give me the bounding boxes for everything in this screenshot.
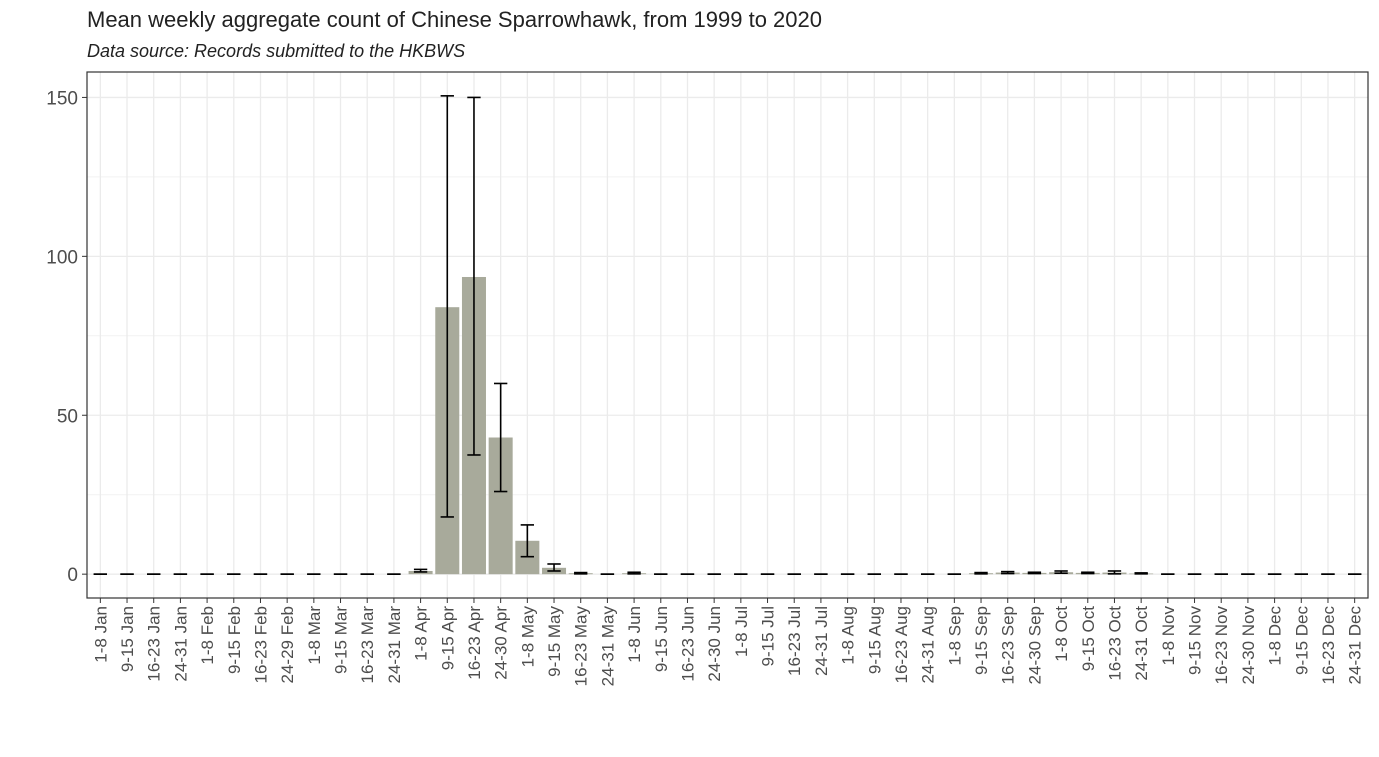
y-tick-label: 150 (46, 88, 78, 109)
x-tick-label: 9-15 Nov (1186, 606, 1205, 675)
x-tick-label: 24-30 Sep (1025, 606, 1044, 684)
y-tick-label: 0 (67, 565, 78, 586)
error-bar (493, 382, 508, 493)
x-tick-label: 9-15 Apr (438, 606, 457, 671)
x-tick-label: 24-29 Feb (278, 606, 297, 684)
x-tick-label: 24-31 Aug (919, 606, 938, 684)
error-bar (627, 571, 641, 575)
y-tick-label: 100 (46, 247, 78, 268)
x-tick-label: 24-31 Jan (171, 606, 190, 682)
error-bar (574, 571, 588, 575)
x-tick-label: 16-23 May (572, 606, 591, 687)
chart-subtitle: Data source: Records submitted to the HK… (87, 41, 465, 61)
x-tick-label: 16-23 Feb (251, 606, 270, 684)
x-tick-label: 1-8 Sep (945, 606, 964, 666)
x-tick-label: 16-23 Nov (1212, 606, 1231, 685)
x-tick-label: 9-15 Jul (759, 606, 778, 666)
error-bar (1054, 570, 1068, 575)
x-tick-label: 24-31 May (598, 606, 617, 687)
x-tick-label: 24-31 Mar (385, 606, 404, 684)
x-tick-label: 9-15 Aug (865, 606, 884, 674)
x-tick-label: 1-8 Jan (91, 606, 110, 663)
x-tick-label: 1-8 Oct (1052, 606, 1071, 662)
x-tick-label: 9-15 Oct (1079, 606, 1098, 671)
x-tick-label: 1-8 May (518, 606, 537, 668)
error-bar (1001, 570, 1015, 575)
x-tick-label: 9-15 Mar (332, 606, 351, 674)
error-bar (413, 568, 428, 573)
x-tick-label: 9-15 Jun (652, 606, 671, 672)
error-bar (467, 96, 481, 456)
x-tick-label: 9-15 Jan (118, 606, 137, 672)
x-tick-label: 1-8 Dec (1266, 606, 1285, 666)
x-tick-label: 24-30 Apr (492, 606, 511, 680)
x-tick-label: 1-8 Jul (732, 606, 751, 657)
x-tick-label: 16-23 Jun (678, 606, 697, 682)
error-bar (1107, 570, 1122, 575)
x-tick-label: 16-23 Jul (785, 606, 804, 676)
error-bar (1134, 572, 1148, 575)
x-tick-label: 24-31 Jul (812, 606, 831, 676)
x-tick-label: 9-15 Feb (225, 606, 244, 674)
x-tick-label: 1-8 Mar (305, 606, 324, 665)
x-tick-label: 16-23 Mar (358, 606, 377, 684)
chart-title: Mean weekly aggregate count of Chinese S… (87, 7, 822, 32)
x-tick-label: 16-23 Dec (1319, 606, 1338, 685)
x-tick-label: 16-23 Aug (892, 606, 911, 684)
error-bar (520, 524, 535, 558)
x-tick-label: 9-15 May (545, 606, 564, 677)
x-tick-label: 1-8 Aug (839, 606, 858, 665)
x-tick-label: 1-8 Apr (412, 606, 431, 661)
x-tick-label: 1-8 Feb (198, 606, 217, 665)
error-bar (1081, 571, 1095, 575)
x-tick-label: 24-31 Dec (1346, 606, 1365, 685)
panel-border (86, 71, 1369, 599)
x-tick-label: 24-30 Jun (705, 606, 724, 682)
x-tick-label: 9-15 Sep (972, 606, 991, 675)
y-tick-label: 50 (57, 406, 78, 427)
error-bar (1027, 571, 1042, 575)
x-tick-label: 1-8 Jun (625, 606, 644, 663)
error-bar (547, 563, 561, 572)
error-bar (974, 571, 988, 575)
error-bar (440, 95, 454, 518)
x-tick-label: 24-30 Nov (1239, 606, 1258, 685)
x-tick-label: 24-31 Oct (1132, 606, 1151, 681)
x-tick-label: 16-23 Oct (1105, 606, 1124, 681)
x-tick-label: 16-23 Sep (999, 606, 1018, 684)
x-tick-label: 1-8 Nov (1159, 606, 1178, 666)
x-tick-label: 9-15 Dec (1292, 606, 1311, 675)
x-tick-label: 16-23 Jan (145, 606, 164, 682)
x-tick-label: 16-23 Apr (465, 606, 484, 680)
